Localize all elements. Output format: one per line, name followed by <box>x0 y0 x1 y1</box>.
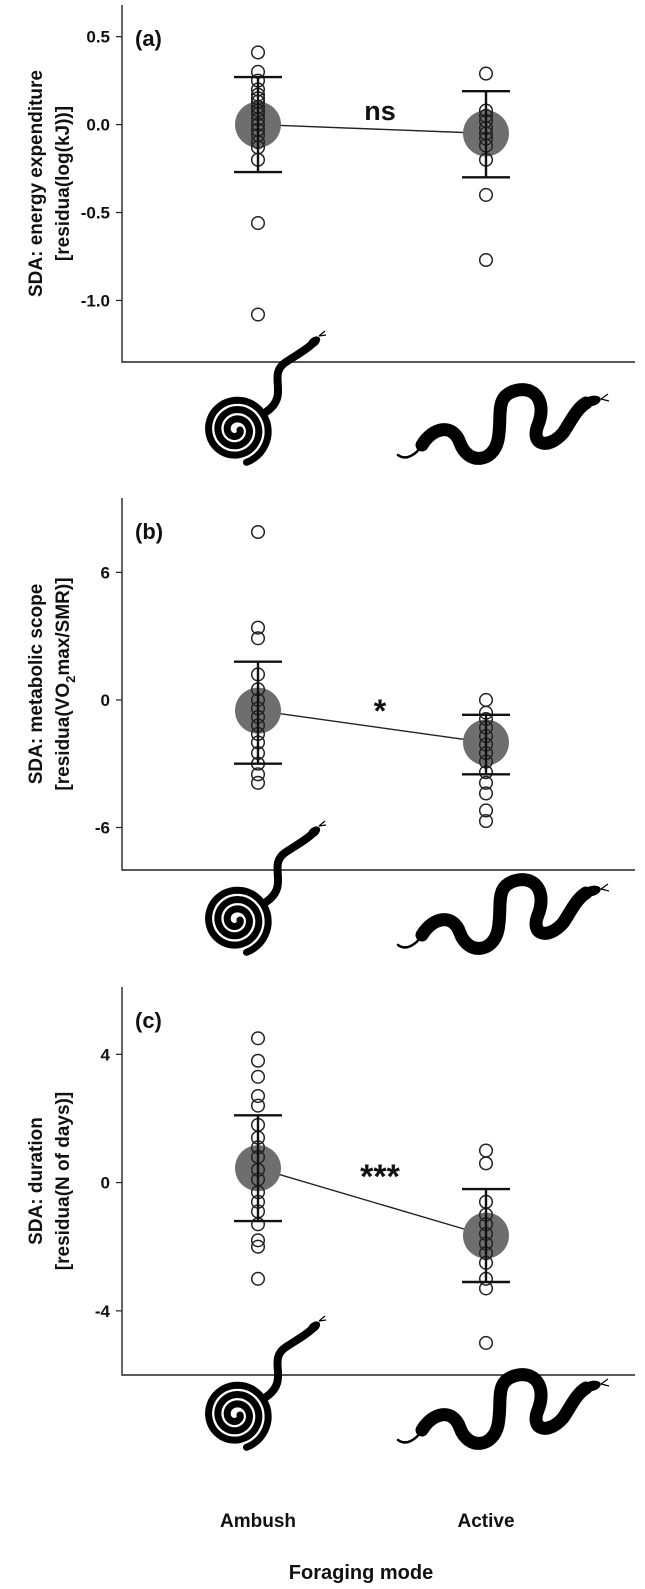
x-axis-labels: Ambush Active Foraging mode <box>220 1511 515 1584</box>
data-point <box>250 524 266 540</box>
chart-panels: 0.5 0.0 -0.5 -1.0 SDA: energy expenditure [re… <box>26 5 635 1376</box>
y-tick-label: 0.0 <box>86 116 110 135</box>
data-point <box>478 187 494 202</box>
data-point <box>478 1335 494 1350</box>
category-label-active: Active <box>457 1511 514 1532</box>
data-point <box>250 1031 266 1046</box>
y-axis-title: SDA: energy expenditure [residua(log(kJ))… <box>26 70 74 297</box>
data-point <box>478 803 494 818</box>
x-axis-title: Foraging mode <box>289 1562 433 1584</box>
data-point <box>250 1069 266 1084</box>
moving-snake-icon <box>396 383 610 465</box>
coiled-snake-icon <box>205 330 327 466</box>
y-tick-label: -1.0 <box>81 291 110 310</box>
data-point <box>478 1143 494 1158</box>
data-point <box>250 307 266 322</box>
y-axis-title: SDA: metabolic scope [residua(VO2max/SMR)… <box>26 577 78 790</box>
data-point <box>250 1233 266 1248</box>
data-point <box>250 1088 266 1104</box>
data-point <box>250 775 266 790</box>
y-axis-title: SDA: duration [residua(N of days)] <box>26 1092 74 1270</box>
panel-label: (c) <box>135 1008 162 1033</box>
y-tick-label: -0.5 <box>81 204 110 223</box>
data-point <box>250 1053 266 1068</box>
data-point <box>250 1098 266 1113</box>
data-point <box>478 1156 494 1171</box>
data-point <box>250 631 266 646</box>
mean-connector-line <box>257 709 487 744</box>
error-bar-ambush <box>234 1114 282 1223</box>
data-point <box>250 1271 266 1286</box>
panel-label: (b) <box>135 519 163 544</box>
coiled-snake-icon <box>205 820 327 956</box>
moving-snake-icon <box>396 873 610 955</box>
category-label-ambush: Ambush <box>220 1511 296 1532</box>
data-point <box>250 767 266 782</box>
data-point <box>250 45 266 60</box>
data-point <box>478 252 494 268</box>
panel-3: 4 0 -4 SDA: duration [residua(N of days)] (c)… <box>26 987 635 1376</box>
data-point <box>478 814 494 829</box>
data-point <box>478 692 494 707</box>
y-tick-label: 0 <box>101 1174 110 1193</box>
data-point <box>478 775 494 790</box>
y-tick-label: -6 <box>95 818 110 837</box>
mean-connector-line <box>257 123 487 135</box>
axis-lines <box>121 5 635 363</box>
error-bar-active <box>462 1187 510 1284</box>
data-point <box>478 1281 494 1296</box>
error-bar-active <box>462 89 510 179</box>
y-tick-label: 0.5 <box>86 28 110 47</box>
data-point <box>478 786 494 801</box>
error-bar-active <box>462 713 510 776</box>
snake-icons <box>205 330 610 1451</box>
y-tick-label: 6 <box>101 563 110 582</box>
axis-lines <box>121 498 635 871</box>
panel-1: 0.5 0.0 -0.5 -1.0 SDA: energy expenditure [re… <box>26 5 635 363</box>
significance-label: * <box>374 693 387 729</box>
data-point <box>478 66 494 81</box>
mean-connector-line <box>257 1167 487 1237</box>
moving-snake-icon <box>396 1368 610 1450</box>
significance-label: *** <box>360 1158 400 1196</box>
error-bar-ambush <box>234 660 282 765</box>
y-tick-label: 0 <box>101 691 110 710</box>
panel-2: 6 0 -6 SDA: metabolic scope [residua(VO2max/… <box>26 498 635 871</box>
significance-label: ns <box>364 96 396 126</box>
y-tick-label: -4 <box>95 1302 111 1321</box>
data-point <box>250 216 266 231</box>
coiled-snake-icon <box>205 1315 327 1451</box>
error-bar-ambush <box>234 75 282 174</box>
data-point <box>250 620 266 635</box>
y-tick-label: 4 <box>101 1045 111 1064</box>
panel-label: (a) <box>135 26 162 51</box>
data-point <box>250 1239 266 1254</box>
axis-lines <box>121 987 635 1376</box>
